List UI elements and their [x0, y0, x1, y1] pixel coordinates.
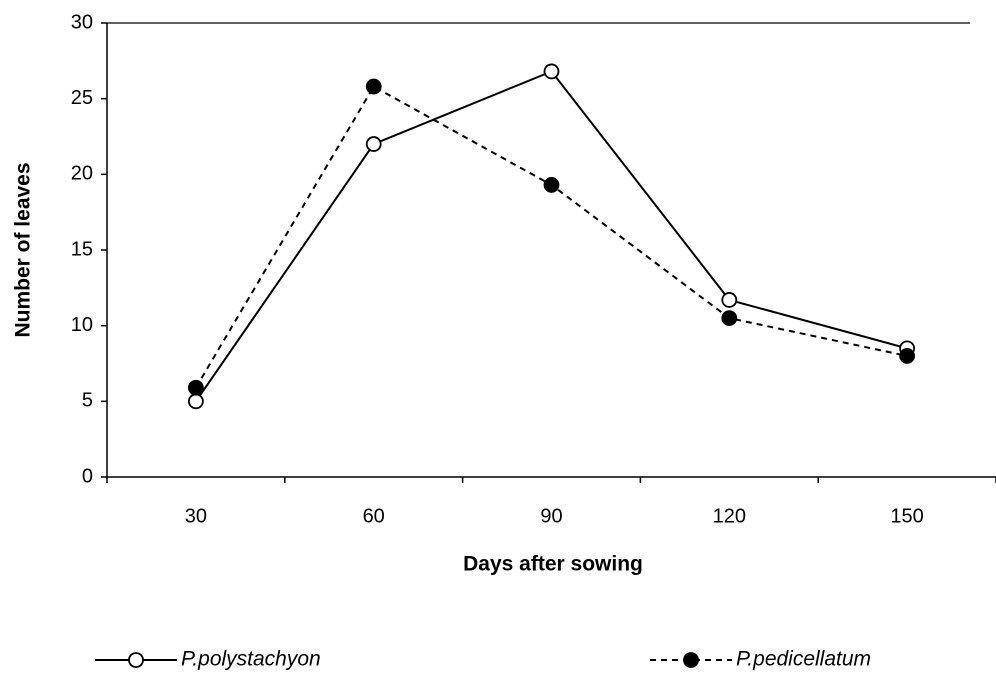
series-line [195, 85, 908, 389]
legend-label: P.polystachyon [181, 648, 321, 671]
legend-label: P.pedicellatum [736, 648, 871, 671]
legend-marker [683, 652, 699, 668]
data-point [543, 63, 560, 80]
legend-marker [128, 652, 144, 668]
y-tick-label: 5 [82, 390, 93, 412]
y-tick-label: 20 [71, 163, 93, 185]
data-point [187, 379, 204, 396]
x-tick-label: 90 [540, 505, 562, 527]
x-tick-label: 60 [363, 505, 385, 527]
x-axis-title: Days after sowing [463, 553, 643, 576]
y-tick-label: 0 [82, 465, 93, 487]
data-point [721, 310, 738, 327]
y-tick-label: 15 [71, 238, 93, 260]
data-point [365, 136, 382, 152]
y-axis-title: Number of leaves [12, 162, 35, 337]
data-point [721, 292, 738, 308]
data-point [365, 78, 382, 95]
y-tick-label: 10 [71, 314, 93, 336]
x-tick-label: 120 [713, 505, 746, 527]
data-point [187, 393, 204, 410]
y-tick-label: 25 [71, 87, 93, 109]
data-point [899, 348, 915, 364]
series-line [195, 70, 908, 402]
y-tick-label: 30 [71, 11, 93, 33]
data-point [543, 177, 560, 193]
x-tick-label: 30 [185, 505, 207, 527]
x-tick-label: 150 [890, 505, 923, 527]
